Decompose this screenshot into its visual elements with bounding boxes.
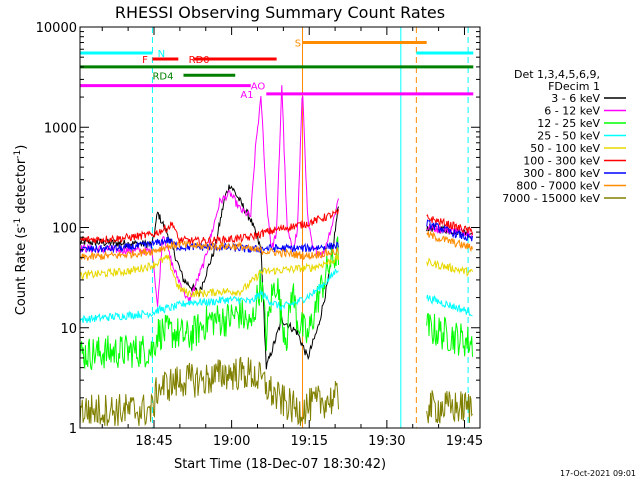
series-line (79, 208, 339, 246)
x-tick-label: 19:15 (291, 434, 328, 449)
series-line-post-gap (426, 257, 473, 277)
legend-entry-label: 300 - 800 keV (523, 167, 600, 180)
y-axis-label: Count Rate (s-1 detector-1) (13, 145, 29, 316)
series-layer (79, 85, 473, 426)
series-line (79, 236, 339, 371)
legend-title-line: Det 1,3,4,5,6,9, (514, 68, 600, 81)
chart-title: RHESSI Observing Summary Count Rates (115, 3, 445, 22)
series-line-post-gap (426, 390, 473, 424)
y-axis-label-sup1: -1 (13, 218, 23, 227)
y-axis-label-mid: detector (14, 158, 29, 218)
axis-layer: 18:45 19:00 19:15 19:30 19:45 1 10 100 1000 10000 (36, 21, 484, 449)
legend-title-line: FDecim 1 (548, 80, 600, 93)
y-tick-label: 100 (52, 222, 77, 237)
legend-entry-label: 50 - 100 keV (530, 142, 600, 155)
series-line-post-gap (426, 312, 473, 357)
y-tick-label: 1 (69, 422, 77, 437)
y-tick-label: 1000 (44, 121, 77, 136)
x-tick-label: 19:30 (368, 434, 405, 449)
footer-timestamp: 17-Oct-2021 09:01 (560, 469, 636, 478)
x-axis-label: Start Time (18-Dec-07 18:30:42) (174, 457, 386, 472)
legend-entry-label: 800 - 7000 keV (516, 180, 600, 193)
y-axis-label-main: Count Rate (s (14, 227, 29, 316)
flag-label: RD0 (189, 55, 210, 66)
flag-label: A1 (240, 90, 253, 101)
flag-label: S (295, 39, 301, 50)
x-tick-label: 18:45 (135, 434, 172, 449)
series-line (79, 184, 339, 370)
legend-entry-label: 3 - 6 keV (551, 92, 600, 105)
flag-label: RD4 (152, 71, 173, 82)
legend-entry-label: 6 - 12 keV (544, 105, 600, 118)
x-tick-label: 19:00 (213, 434, 250, 449)
flag-label: F (142, 55, 148, 66)
series-line (79, 356, 339, 426)
y-tick-label: 10000 (36, 21, 77, 36)
legend-entry-label: 100 - 300 keV (523, 155, 600, 168)
series-line (79, 268, 339, 324)
series-line-post-gap (426, 219, 473, 242)
series-line-post-gap (426, 214, 473, 236)
y-axis-label-end: ) (14, 145, 29, 150)
legend-entry-label: 25 - 50 keV (537, 130, 600, 143)
series-line (79, 237, 339, 254)
svg-text:Count Rate (s-1 detector-1): Count Rate (s-1 detector-1) (13, 145, 29, 316)
flag-label: N (158, 49, 165, 60)
series-line-post-gap (426, 230, 473, 253)
x-tick-label: 19:45 (446, 434, 483, 449)
y-axis-label-sup2: -1 (13, 150, 23, 159)
series-line-post-gap (426, 294, 473, 317)
series-line (79, 85, 339, 307)
legend-entry-label: 7000 - 15000 keV (502, 192, 600, 205)
flag-label: AO (251, 82, 266, 93)
y-tick-label: 10 (60, 322, 77, 337)
legend-entry-label: 12 - 25 keV (537, 117, 600, 130)
series-line (79, 239, 339, 261)
series-line (79, 252, 339, 298)
